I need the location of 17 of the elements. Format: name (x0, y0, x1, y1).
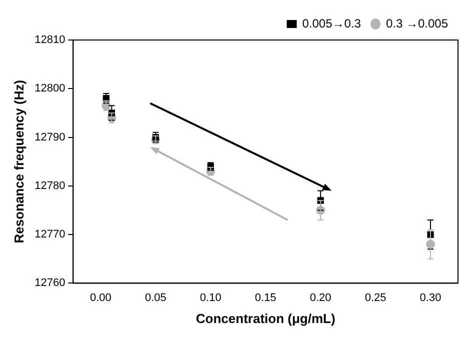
y-tick-label: 12770 (34, 228, 66, 241)
y-tick-label: 12810 (34, 34, 66, 46)
x-axis-title: Concentration (μg/mL) (196, 310, 336, 326)
x-tick-label: 0.10 (200, 292, 222, 304)
x-tick-label: 0.30 (420, 292, 442, 304)
y-tick-label: 12800 (34, 82, 66, 95)
x-tick-label: 0.25 (364, 292, 386, 304)
x-tick-label: 0.20 (310, 292, 332, 304)
y-tick-label: 12760 (34, 277, 66, 290)
x-tick-label: 0.15 (254, 292, 276, 304)
x-tick-label: 0.00 (90, 292, 112, 304)
y-axis-title: Resonance frequency (Hz) (11, 80, 26, 244)
legend-label: 0.3 →0.005 (386, 16, 448, 30)
x-tick-label: 0.05 (144, 292, 166, 304)
y-tick-label: 12780 (34, 180, 66, 192)
legend-label: 0.005→0.3 (302, 16, 362, 30)
y-tick-label: 12790 (34, 131, 66, 144)
